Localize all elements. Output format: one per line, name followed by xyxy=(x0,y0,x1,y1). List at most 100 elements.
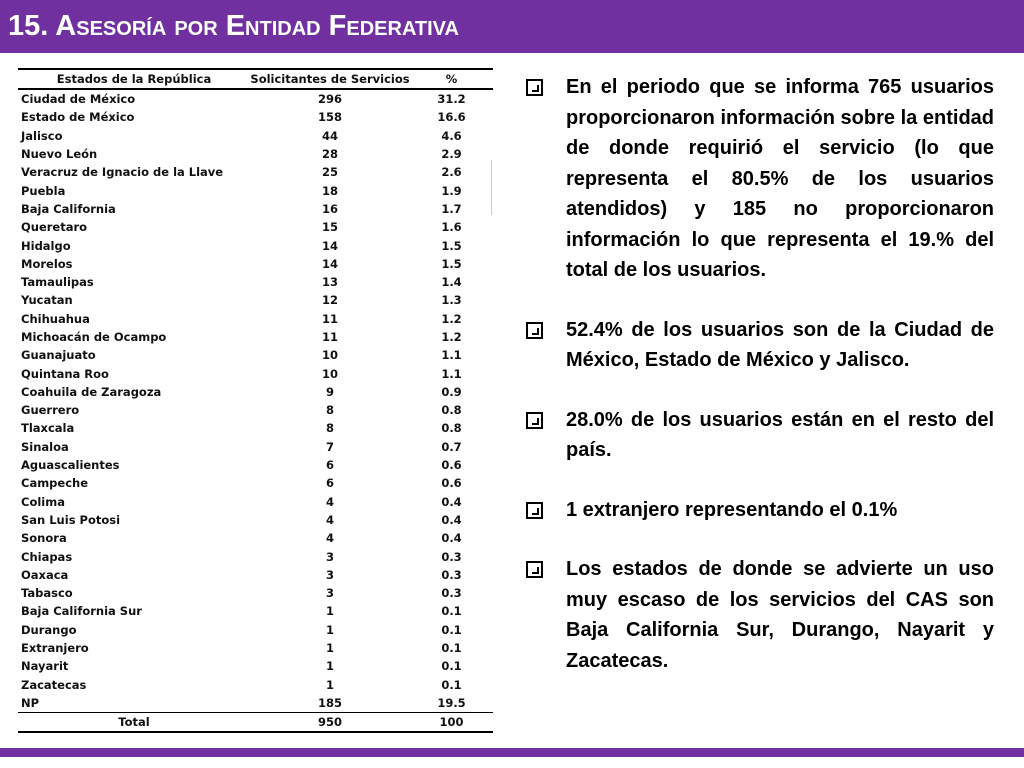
requests-cell: 28 xyxy=(321,147,338,162)
percent-cell: 0.8 xyxy=(441,421,462,436)
table-row: Yucatan 12 1.3 xyxy=(18,291,493,309)
percent-cell: 0.1 xyxy=(441,604,462,619)
state-name-cell: Tlaxcala xyxy=(21,421,75,436)
table-row: Guerrero 8 0.8 xyxy=(18,401,493,419)
percent-cell: 1.1 xyxy=(441,348,462,363)
bottom-bar xyxy=(0,748,1024,757)
checkbox-square-icon xyxy=(526,411,543,429)
requests-cell: 8 xyxy=(325,403,334,418)
state-name-cell: Yucatan xyxy=(21,293,73,308)
bullet-text: 1 extranjero representando el 0.1% xyxy=(566,498,898,521)
table-row: Estado de México 158 16.6 xyxy=(18,108,493,126)
table-row: Tabasco 3 0.3 xyxy=(18,584,493,602)
table-row: Zacatecas 1 0.1 xyxy=(18,676,493,694)
state-name-cell: San Luis Potosi xyxy=(21,512,121,527)
bullet-item: 1 extranjero representando el 0.1% xyxy=(526,495,994,526)
requests-cell: 3 xyxy=(325,549,334,564)
checkbox-square-icon xyxy=(526,79,543,96)
state-name-cell: Oaxaca xyxy=(21,567,69,582)
requests-cell: 158 xyxy=(317,110,342,125)
requests-cell: 3 xyxy=(325,586,334,601)
table-row: Jalisco 44 4.6 xyxy=(18,127,493,145)
state-name-cell: Campeche xyxy=(21,476,89,491)
requests-cell: 3 xyxy=(325,567,334,582)
state-name-cell: Estado de México xyxy=(21,110,135,125)
requests-cell: 6 xyxy=(325,476,334,491)
percent-cell: 1.3 xyxy=(441,293,462,308)
table-row: Extranjero 1 0.1 xyxy=(18,639,493,657)
state-name-cell: Coahuila de Zaragoza xyxy=(21,384,162,399)
percent-cell: 1.9 xyxy=(441,183,462,198)
state-name-cell: Michoacán de Ocampo xyxy=(21,330,167,344)
table-row: Aguascalientes 6 0.6 xyxy=(18,456,493,474)
percent-cell: 1.5 xyxy=(441,238,462,253)
state-name-cell: Sonora xyxy=(21,531,67,546)
percent-cell: 1.2 xyxy=(441,311,462,326)
requests-cell: 8 xyxy=(325,421,334,436)
percent-cell: 1.4 xyxy=(441,275,462,290)
states-table: Estados de la República Solicitantes de … xyxy=(18,68,493,734)
table-row: Chihuahua 11 1.2 xyxy=(18,310,493,328)
table-row: Quintana Roo 10 1.1 xyxy=(18,364,493,382)
requests-cell: 11 xyxy=(321,330,338,344)
state-name-cell: Guerrero xyxy=(21,403,80,418)
state-name-cell: Baja California Sur xyxy=(21,604,142,619)
state-name-cell: Guanajuato xyxy=(21,348,96,363)
table-row: Baja California Sur 1 0.1 xyxy=(18,602,493,620)
state-name-cell: Durango xyxy=(21,622,77,637)
divider-line xyxy=(491,160,492,215)
state-name-cell: Ciudad de México xyxy=(21,92,136,107)
state-name-cell: Tamaulipas xyxy=(21,275,94,290)
requests-cell: 15 xyxy=(321,220,338,235)
requests-cell: 14 xyxy=(321,256,338,271)
state-name-cell: Zacatecas xyxy=(21,677,87,692)
requests-cell: 1 xyxy=(325,641,334,656)
percent-cell: 0.4 xyxy=(441,494,462,509)
requests-cell: 13 xyxy=(321,275,338,290)
table-row: San Luis Potosi 4 0.4 xyxy=(18,511,493,529)
requests-cell: 44 xyxy=(321,128,338,143)
percent-cell: 0.1 xyxy=(441,622,462,637)
state-name-cell: Queretaro xyxy=(21,220,88,235)
percent-cell: 0.1 xyxy=(441,659,462,674)
percent-cell: 0.4 xyxy=(441,531,462,546)
percent-cell: 1.2 xyxy=(441,330,462,344)
table-row: Tlaxcala 8 0.8 xyxy=(18,419,493,437)
percent-cell: 16.6 xyxy=(437,110,466,125)
column-header-percent: % xyxy=(410,68,493,90)
percent-cell: 19.5 xyxy=(437,695,466,710)
table-row: Queretaro 15 1.6 xyxy=(18,218,493,236)
table-row: Colima 4 0.4 xyxy=(18,493,493,511)
table-row: Nuevo León 28 2.9 xyxy=(18,145,493,163)
table-header-row: Estados de la República Solicitantes de … xyxy=(18,68,493,90)
percent-cell: 1.6 xyxy=(441,220,462,235)
requests-cell: 6 xyxy=(325,458,334,473)
bullet-text: En el periodo que se informa 765 usuario… xyxy=(566,76,994,281)
checkbox-square-icon xyxy=(526,321,543,339)
percent-cell: 31.2 xyxy=(437,92,466,107)
table-row: Campeche 6 0.6 xyxy=(18,474,493,492)
table-row: Baja California 16 1.7 xyxy=(18,200,493,218)
total-label: Total xyxy=(18,712,250,734)
state-name-cell: Nayarit xyxy=(21,659,69,674)
table-row: Sinaloa 7 0.7 xyxy=(18,438,493,456)
total-percent: 100 xyxy=(410,712,493,734)
percent-cell: 0.3 xyxy=(441,567,462,582)
requests-cell: 296 xyxy=(317,92,342,107)
percent-cell: 0.6 xyxy=(441,458,462,473)
table-row: Guanajuato 10 1.1 xyxy=(18,346,493,364)
table-row: Puebla 18 1.9 xyxy=(18,181,493,199)
table-row: NP 185 19.5 xyxy=(18,694,493,713)
state-name-cell: Morelos xyxy=(21,256,73,271)
bullet-text: Los estados de donde se advierte un uso … xyxy=(566,558,994,672)
state-name-cell: Chiapas xyxy=(21,549,73,564)
checkbox-square-icon xyxy=(526,561,543,578)
table-row: Oaxaca 3 0.3 xyxy=(18,566,493,584)
table-body: Ciudad de México 296 31.2 Estado de México 1… xyxy=(18,89,493,713)
requests-cell: 1 xyxy=(325,604,334,619)
bullet-item: 52.4% de los usuarios son de la Ciudad d… xyxy=(526,315,994,376)
bullet-item: 28.0% de los usuarios están en el resto … xyxy=(526,405,994,466)
column-header-state: Estados de la República xyxy=(18,68,250,90)
state-name-cell: Baja California xyxy=(21,201,116,216)
title-bar: 15. Asesoría por Entidad Federativa xyxy=(0,0,1024,53)
